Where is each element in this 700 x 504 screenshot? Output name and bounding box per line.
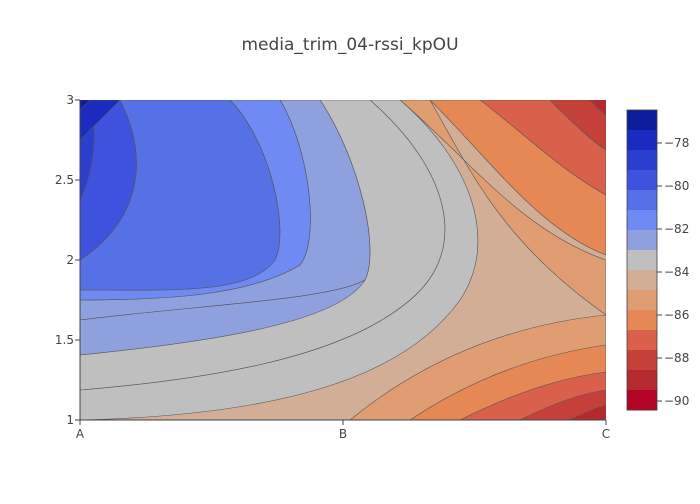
contour-band-90 xyxy=(569,404,606,420)
colorbar-tick-label: −86 xyxy=(664,308,689,322)
contour-band-81b xyxy=(80,100,311,301)
contour-band-78 xyxy=(80,100,121,141)
contour-band-82-lower xyxy=(80,279,366,356)
colorbar-segment xyxy=(627,290,657,311)
colorbar-tick-label: −90 xyxy=(664,394,689,408)
colorbar-tick-label: −88 xyxy=(664,351,689,365)
colorbar-segment xyxy=(627,230,657,251)
x-tick-label-B: B xyxy=(339,427,347,441)
colorbar-segment xyxy=(627,150,657,171)
contour-band-85-upper xyxy=(399,100,606,316)
colorbar-segment xyxy=(627,250,657,271)
colorbar-tick-label: −82 xyxy=(664,222,689,236)
colorbar-segment xyxy=(627,170,657,191)
y-tick-label-2: 2 xyxy=(66,253,74,267)
y-tick-label-1.5: 1.5 xyxy=(55,333,74,347)
x-tick-label-C: C xyxy=(602,427,610,441)
colorbar-segment xyxy=(627,210,657,231)
colorbar: −78 −80 −82 −84 −86 −88 −90 xyxy=(626,109,689,411)
y-axis-ticks: 1 1.5 2 2.5 3 xyxy=(55,93,80,427)
colorbar-segment xyxy=(627,110,657,131)
contour-band-77 xyxy=(80,100,91,111)
x-tick-label-A: A xyxy=(76,427,85,441)
y-tick-label-3: 3 xyxy=(66,93,74,107)
y-tick-label-1: 1 xyxy=(66,413,74,427)
contour-band-89-upper xyxy=(589,100,606,116)
colorbar-segment xyxy=(627,350,657,371)
colorbar-segment xyxy=(627,310,657,331)
colorbar-segment xyxy=(627,190,657,211)
x-axis-ticks: A B C xyxy=(76,420,610,441)
colorbar-tick-label: −84 xyxy=(664,265,689,279)
colorbar-segment xyxy=(627,130,657,151)
y-tick-label-2.5: 2.5 xyxy=(55,173,74,187)
chart-title: media_trim_04-rssi_kpOU xyxy=(241,35,458,55)
contour-plot-area xyxy=(80,100,606,420)
colorbar-tick-label: −78 xyxy=(664,136,689,150)
colorbar-segment xyxy=(627,390,657,411)
colorbar-segment xyxy=(627,330,657,351)
contour-band-89 xyxy=(519,389,606,420)
colorbar-tick-label: −80 xyxy=(664,179,689,193)
colorbar-segment xyxy=(627,370,657,391)
colorbar-outline xyxy=(626,109,658,411)
colorbar-segment xyxy=(627,270,657,291)
